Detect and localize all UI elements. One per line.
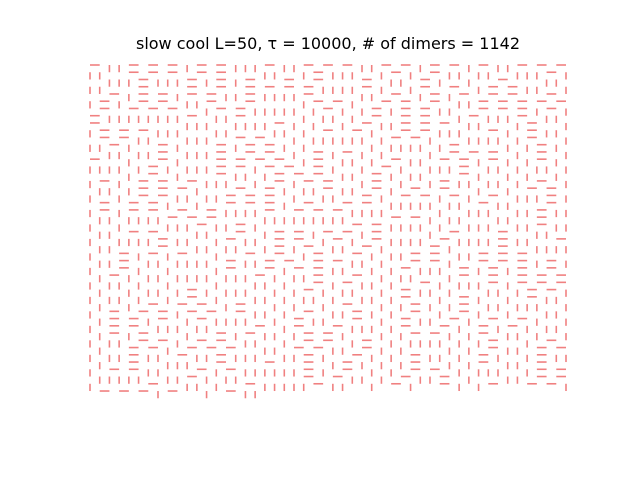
dimer-lattice [89,64,567,399]
plot-title: slow cool L=50, τ = 10000, # of dimers =… [136,34,520,53]
